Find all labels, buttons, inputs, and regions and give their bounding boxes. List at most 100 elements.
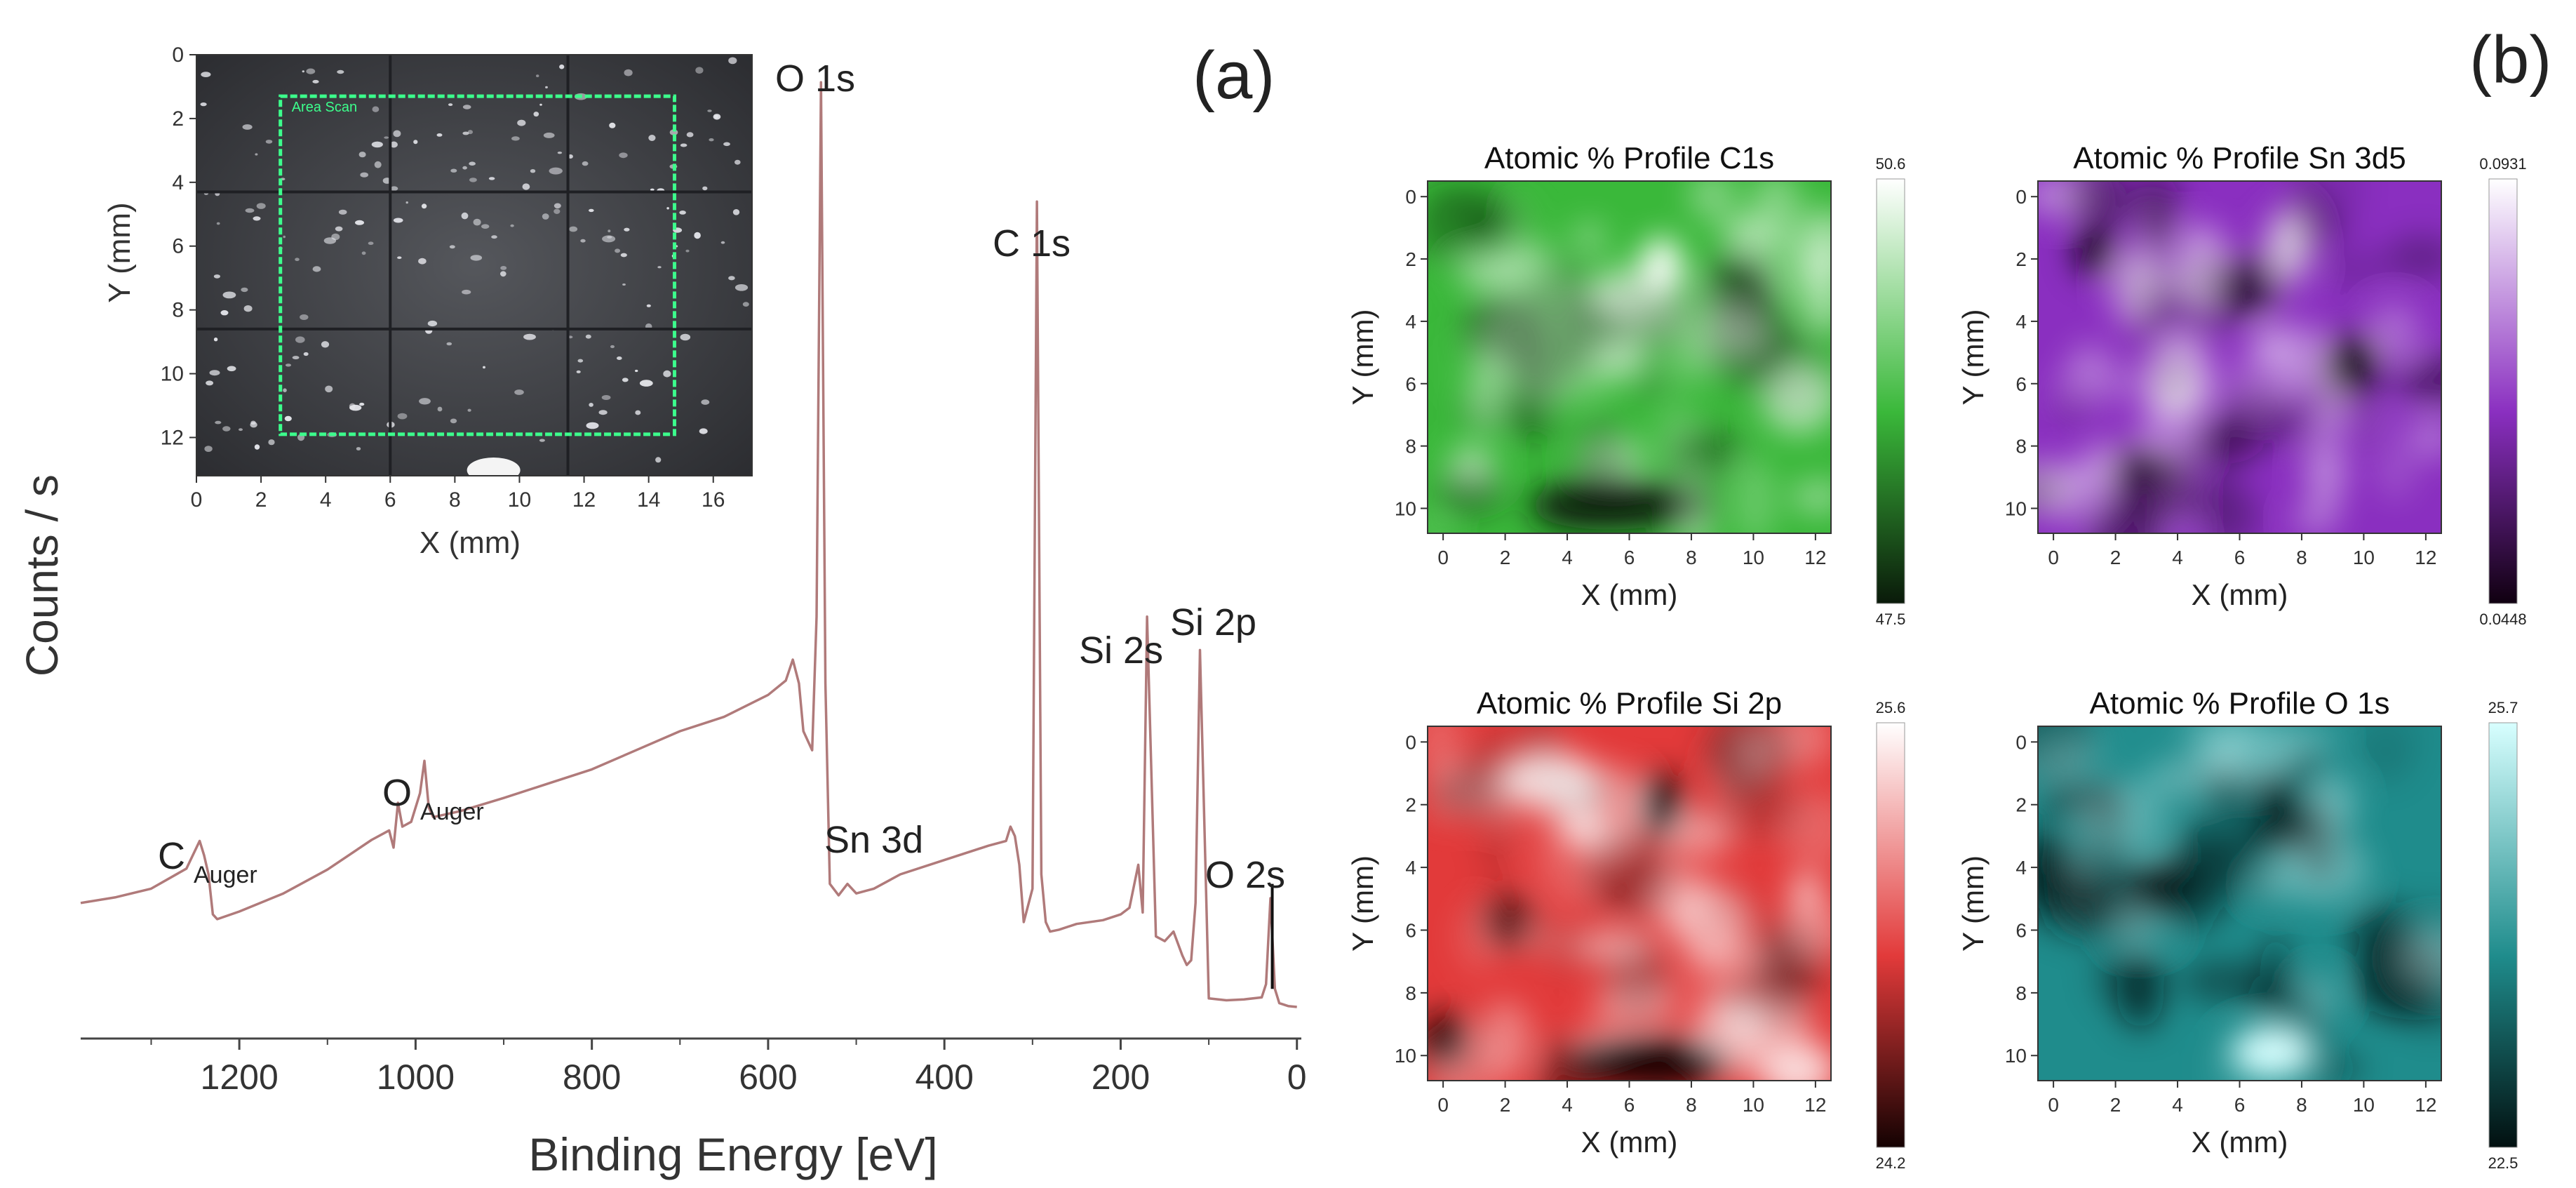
inset-spot: [413, 140, 418, 145]
inset-spot: [206, 380, 214, 386]
heatmap-x-tick-label: 6: [2234, 547, 2246, 568]
panel-b-heatmaps: (b) Atomic % Profile C1s X (mm) Y (mm) 0 2 4 6…: [1346, 22, 2551, 1172]
heatmap-feature: [2255, 768, 2288, 812]
inset-spot: [448, 103, 453, 107]
inset-spot: [488, 177, 495, 180]
heatmap-field: [2038, 181, 2441, 533]
heatmap-feature: [1480, 893, 1537, 950]
heatmap-cell: [2038, 465, 2113, 523]
inset-spot: [734, 284, 749, 291]
colorbar-min-label: 22.5: [2488, 1154, 2518, 1172]
inset-spot: [624, 227, 630, 232]
heatmap-y-tick-label: 0: [1405, 186, 1416, 208]
heatmap-y-tick-label: 2: [1405, 794, 1416, 816]
heatmap-x-tick-label: 2: [1500, 547, 1511, 568]
heatmap-cell: [2396, 352, 2441, 408]
heatmap-cell: [1689, 181, 1736, 221]
inset-spot: [216, 222, 220, 225]
heatmap-feature: [1641, 237, 1682, 294]
heatmap-y-tick-label: 2: [1405, 248, 1416, 270]
inset-x-tick-label: 6: [384, 488, 396, 512]
heatmap-colorbar: [1876, 722, 1905, 1148]
inset-spot: [437, 406, 443, 412]
inset-spot: [461, 212, 469, 220]
inset-spot: [543, 132, 555, 138]
inset-spot: [699, 428, 708, 434]
inset-spot: [539, 439, 545, 442]
inset-spot: [522, 183, 530, 190]
heatmap-cell: [2055, 359, 2146, 405]
inset-spot: [473, 218, 481, 226]
heatmap-cell: [1576, 413, 1626, 503]
inset-spot: [201, 72, 211, 77]
heatmap-cell: [2180, 726, 2260, 763]
inset-x-tick-label: 12: [572, 488, 596, 512]
inset-spot: [577, 359, 584, 363]
inset-spot: [427, 320, 438, 327]
inset-spot: [609, 122, 616, 128]
inset-spot: [539, 103, 542, 106]
spectrum-line: [80, 81, 1297, 1008]
heatmap-cell: [1540, 918, 1596, 978]
heatmap-panel-4: Atomic % Profile O 1s X (mm) Y (mm) 0 2 4 6 8 10…: [1957, 686, 2518, 1172]
heatmap-cell: [2385, 236, 2441, 279]
heatmap-y-tick-label: 10: [2005, 498, 2027, 519]
spectrum-x-tick-label: 400: [915, 1057, 973, 1097]
inset-spot: [450, 418, 457, 424]
heatmap-field: [1428, 726, 1831, 1081]
inset-spot: [481, 224, 490, 229]
inset-y-tick-label: 0: [172, 44, 184, 67]
colorbar-max-label: 25.6: [1876, 699, 1906, 716]
colorbar-max-label: 0.0931: [2479, 155, 2526, 173]
inset-spot: [469, 178, 477, 182]
heatmap-cell: [2285, 749, 2326, 783]
inset-spot: [250, 420, 256, 425]
inset-spot: [586, 422, 599, 429]
inset-spot: [598, 410, 608, 415]
heatmap-cell: [1499, 239, 1554, 282]
heatmap-cell: [1630, 368, 1672, 397]
inset-spot: [542, 213, 549, 220]
heatmap-x-tick-label: 2: [1500, 1094, 1511, 1116]
heatmap-feature: [1569, 1038, 1731, 1081]
heatmap-x-tick-label: 0: [2048, 547, 2059, 568]
inset-spot: [648, 135, 656, 141]
inset-x-tick-label: 8: [449, 488, 461, 512]
inset-spot: [589, 208, 594, 213]
inset-spot: [679, 211, 686, 215]
inset-spot: [421, 203, 427, 209]
heatmap-y-axis-label: Y (mm): [1957, 855, 1990, 952]
heatmap-y-axis-label: Y (mm): [1346, 309, 1379, 406]
inset-spot: [742, 302, 749, 307]
heatmap-feature: [2110, 445, 2167, 495]
inset-spot: [213, 338, 218, 342]
spectrum-x-tick-label: 0: [1287, 1057, 1307, 1097]
colorbar-max-label: 50.6: [1876, 155, 1906, 173]
heatmap-x-tick-label: 8: [1686, 547, 1697, 568]
inset-y-tick-label: 2: [172, 107, 184, 131]
heatmap-y-tick-label: 10: [2005, 1045, 2027, 1067]
inset-spot: [666, 207, 669, 210]
inset-spot: [695, 67, 704, 74]
inset-photo-background: [196, 55, 752, 476]
inset-spot: [358, 152, 366, 158]
heatmap-y-tick-label: 6: [1405, 373, 1416, 395]
inset-x-tick-label: 10: [508, 488, 531, 512]
inset-spot: [371, 141, 383, 148]
inset-spot: [517, 119, 526, 126]
inset-photo: Area Scan: [196, 55, 752, 476]
heatmap-cell: [2326, 181, 2359, 218]
inset-spot: [323, 237, 337, 244]
heatmap-cell: [2173, 223, 2230, 315]
inset-spot: [589, 403, 593, 407]
inset-spot: [533, 112, 539, 117]
heatmap-y-tick-label: 6: [2015, 919, 2027, 941]
inset-spot: [622, 283, 626, 286]
heatmap-cell: [1713, 781, 1805, 841]
inset-spot: [610, 345, 615, 349]
heatmap-y-tick-label: 4: [2015, 311, 2027, 333]
inset-spot: [639, 380, 653, 387]
inset-spot: [243, 305, 253, 312]
heatmap-cell: [1747, 944, 1821, 1013]
